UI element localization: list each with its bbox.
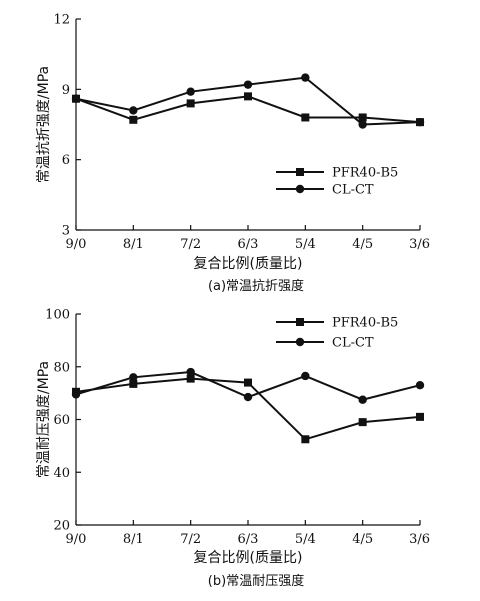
y-tick-label: 3 bbox=[62, 224, 70, 239]
series-line bbox=[75, 377, 421, 441]
data-point-square bbox=[186, 374, 195, 383]
y-tick-label: 100 bbox=[45, 308, 70, 323]
x-tick-label: 5/4 bbox=[295, 532, 316, 547]
x-tick-label: 3/6 bbox=[409, 532, 430, 547]
x-tick-label: 6/3 bbox=[238, 237, 259, 252]
y-tick-label: 6 bbox=[62, 153, 70, 168]
legend: PFR40-B5 CL-CT bbox=[276, 316, 398, 351]
legend: PFR40-B5 CL-CT bbox=[276, 166, 398, 198]
x-tick-label: 7/2 bbox=[180, 532, 201, 547]
legend-marker-square bbox=[296, 168, 304, 176]
x-axis-title: 复合比例(质量比) bbox=[194, 549, 303, 566]
data-point-square bbox=[301, 113, 310, 122]
data-point-square bbox=[244, 378, 252, 387]
data-point-circle bbox=[301, 73, 310, 82]
x-tick-label: 4/5 bbox=[352, 532, 373, 547]
series-pfr40-b5 bbox=[72, 374, 424, 444]
legend-label: PFR40-B5 bbox=[332, 166, 398, 181]
legend-marker-square bbox=[296, 318, 304, 326]
x-tick-label: 5/4 bbox=[295, 237, 316, 252]
y-tick-label: 80 bbox=[53, 360, 70, 375]
data-point-square bbox=[129, 115, 138, 124]
x-tick-label: 7/2 bbox=[180, 237, 201, 252]
data-point-circle bbox=[186, 367, 195, 377]
x-tick-label: 8/1 bbox=[123, 532, 144, 547]
series-cl-ct bbox=[71, 73, 425, 129]
y-tick-label: 9 bbox=[62, 83, 70, 98]
x-tick-label: 3/6 bbox=[409, 237, 430, 252]
x-tick-label: 8/1 bbox=[123, 237, 144, 252]
data-point-circle bbox=[243, 392, 253, 402]
data-point-square bbox=[358, 113, 367, 122]
data-point-square bbox=[244, 92, 252, 101]
y-tick-label: 12 bbox=[53, 13, 70, 28]
legend-label: PFR40-B5 bbox=[332, 316, 398, 331]
x-axis-title: 复合比例(质量比) bbox=[194, 255, 303, 272]
data-point-circle bbox=[186, 87, 195, 96]
data-point-circle bbox=[129, 106, 138, 115]
data-point-square bbox=[129, 379, 138, 388]
data-point-circle bbox=[301, 371, 310, 381]
y-tick-label: 40 bbox=[53, 466, 70, 481]
data-point-square bbox=[416, 412, 424, 421]
legend-marker-circle bbox=[295, 184, 305, 194]
data-point-square bbox=[186, 99, 195, 108]
series-cl-ct bbox=[71, 367, 425, 404]
y-axis-title: 常温耐压强度/MPa bbox=[36, 361, 52, 478]
chart-a: 3 6 9 12 9/0 8/1 7/2 6/3 5/4 4/5 3/6 常温抗折强度/MPa 复合比例… bbox=[36, 13, 430, 295]
chart-caption: (a)常温抗折强度 bbox=[208, 278, 304, 294]
data-point-square bbox=[358, 418, 367, 427]
legend-marker-circle bbox=[295, 337, 305, 347]
data-point-circle bbox=[415, 117, 425, 127]
data-point-circle bbox=[358, 395, 367, 404]
legend-label: CL-CT bbox=[332, 183, 374, 198]
data-point-circle bbox=[243, 80, 253, 89]
data-point-square bbox=[301, 435, 310, 444]
data-point-circle bbox=[358, 120, 367, 129]
data-point-circle bbox=[71, 390, 81, 399]
x-tick-label: 6/3 bbox=[238, 532, 259, 547]
data-point-circle bbox=[129, 373, 138, 382]
y-axis-title: 常温抗折强度/MPa bbox=[36, 66, 52, 183]
chart-b: 20 40 60 80 100 9/0 8/1 7/2 6/3 5/4 4/5 3/6 常温耐压强度/M… bbox=[36, 308, 430, 590]
x-tick-label: 9/0 bbox=[66, 532, 87, 547]
y-tick-label: 60 bbox=[53, 413, 70, 428]
data-point-circle bbox=[71, 94, 81, 103]
data-point-circle bbox=[415, 381, 425, 390]
x-tick-label: 9/0 bbox=[66, 237, 87, 252]
chart-caption: (b)常温耐压强度 bbox=[208, 573, 304, 589]
y-tick-label: 20 bbox=[53, 519, 70, 534]
legend-label: CL-CT bbox=[332, 336, 374, 351]
x-tick-label: 4/5 bbox=[352, 237, 373, 252]
